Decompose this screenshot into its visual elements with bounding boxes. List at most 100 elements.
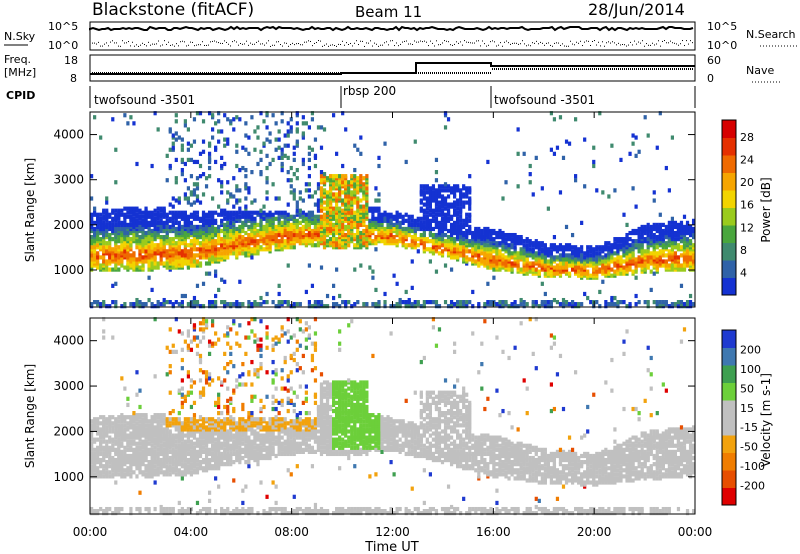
data-cell bbox=[99, 427, 103, 432]
data-cell bbox=[486, 247, 490, 252]
data-cell bbox=[604, 265, 608, 270]
noise-search-point bbox=[186, 45, 187, 47]
data-cell bbox=[180, 167, 184, 173]
nave-point bbox=[382, 72, 383, 74]
noise-search-point bbox=[632, 44, 633, 46]
noise-search-point bbox=[594, 40, 595, 42]
data-cell bbox=[446, 239, 451, 244]
data-cell bbox=[283, 228, 287, 234]
noise-search-point bbox=[226, 41, 227, 43]
cpid-mode-1: twofsound -3501 bbox=[94, 93, 195, 107]
data-cell bbox=[265, 190, 269, 195]
data-cell bbox=[537, 251, 541, 256]
data-cell bbox=[168, 300, 172, 305]
data-cell bbox=[359, 222, 363, 228]
data-cell bbox=[307, 194, 311, 199]
nave-point bbox=[404, 72, 405, 74]
data-cell bbox=[117, 267, 121, 272]
data-cell bbox=[274, 224, 278, 230]
noise-panel: N.Sky 10^5 10^0 N.Search 10^5 10^0 bbox=[4, 20, 798, 52]
data-cell bbox=[516, 259, 520, 264]
data-cell bbox=[598, 111, 602, 116]
data-cell bbox=[462, 241, 466, 246]
data-cell bbox=[316, 208, 321, 213]
data-cell bbox=[528, 163, 532, 169]
noise-search-point bbox=[256, 41, 257, 43]
data-cell bbox=[198, 163, 203, 169]
noise-search-point bbox=[470, 42, 471, 44]
data-cell bbox=[189, 212, 194, 217]
nave-point bbox=[398, 72, 399, 74]
cpid-panel: CPID twofsound -3501 rbsp 200 twofsound … bbox=[6, 84, 696, 108]
data-cell bbox=[558, 257, 563, 262]
data-cell bbox=[117, 220, 121, 225]
data-cell bbox=[661, 243, 665, 248]
data-cell bbox=[186, 147, 190, 152]
data-cell bbox=[338, 293, 342, 299]
data-cell bbox=[516, 151, 520, 156]
data-cell bbox=[338, 186, 342, 191]
data-cell bbox=[504, 237, 508, 242]
data-cell bbox=[280, 220, 284, 225]
data-cell bbox=[637, 243, 641, 248]
data-cell bbox=[652, 239, 656, 244]
data-cell bbox=[468, 174, 472, 179]
data-cell bbox=[335, 151, 339, 156]
freq-tick-low: 8 bbox=[70, 72, 77, 85]
data-cell bbox=[217, 232, 221, 238]
data-cell bbox=[168, 127, 172, 132]
data-cell bbox=[96, 251, 100, 256]
data-cell bbox=[277, 137, 281, 142]
data-cell bbox=[359, 243, 363, 248]
data-cell bbox=[192, 159, 197, 165]
noise-search-point bbox=[674, 42, 675, 44]
data-cell bbox=[682, 224, 687, 230]
nave-point bbox=[430, 72, 431, 74]
data-cell bbox=[214, 269, 218, 274]
data-cell bbox=[504, 259, 508, 264]
data-cell bbox=[201, 119, 206, 124]
data-cell bbox=[165, 230, 169, 236]
data-cell bbox=[534, 239, 538, 244]
data-cell bbox=[238, 198, 242, 203]
data-cell bbox=[531, 192, 535, 197]
nave-point bbox=[266, 72, 267, 74]
data-cell bbox=[144, 230, 148, 236]
data-cell bbox=[465, 255, 469, 260]
data-cell bbox=[189, 202, 194, 207]
noise-search-point bbox=[404, 40, 405, 42]
noise-search-point bbox=[150, 44, 151, 46]
nave-point bbox=[376, 72, 377, 74]
nave-point bbox=[326, 72, 327, 74]
data-cell bbox=[398, 220, 402, 225]
data-cell bbox=[217, 239, 221, 244]
noise-search-point bbox=[138, 45, 139, 47]
data-cell bbox=[434, 202, 439, 207]
data-cell bbox=[425, 184, 429, 189]
data-cell bbox=[280, 155, 284, 160]
data-cell bbox=[108, 435, 112, 440]
data-cell bbox=[229, 220, 233, 225]
nave-point bbox=[294, 72, 295, 74]
data-cell bbox=[159, 251, 163, 256]
data-cell bbox=[114, 417, 118, 422]
data-cell bbox=[250, 255, 254, 260]
data-cell bbox=[162, 297, 166, 303]
data-cell bbox=[159, 235, 163, 240]
noise-search-point bbox=[320, 40, 321, 42]
data-cell bbox=[274, 232, 278, 238]
nave-point bbox=[486, 72, 487, 74]
data-cell bbox=[129, 257, 133, 262]
data-cell bbox=[247, 135, 251, 140]
data-cell bbox=[525, 271, 529, 276]
data-cell bbox=[649, 259, 653, 264]
data-cell bbox=[434, 247, 439, 252]
data-cell bbox=[232, 235, 236, 240]
data-cell bbox=[244, 182, 248, 187]
data-cell bbox=[425, 196, 429, 201]
noise-search-point bbox=[392, 40, 393, 42]
data-cell bbox=[325, 194, 330, 199]
data-cell bbox=[347, 180, 351, 185]
data-cell bbox=[374, 235, 378, 240]
